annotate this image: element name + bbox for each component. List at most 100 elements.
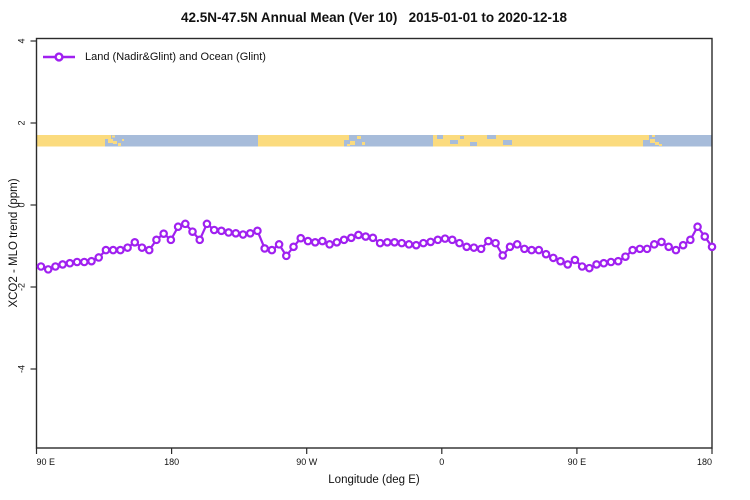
data-point [159, 229, 168, 239]
data-point [433, 235, 443, 245]
data-point [65, 258, 75, 268]
surface-band-segment-land [36, 135, 105, 147]
data-point [642, 244, 652, 254]
data-point [440, 234, 450, 243]
data-point [462, 242, 471, 252]
surface-band-blob [105, 135, 111, 139]
data-point [79, 257, 89, 267]
data-point [649, 240, 659, 249]
x-tick-label: 0 [439, 457, 444, 467]
data-point [332, 238, 342, 247]
data-point [375, 238, 385, 248]
surface-band-blob [437, 135, 443, 139]
data-point [202, 219, 212, 229]
surface-band-blob [460, 136, 464, 139]
data-point [289, 242, 298, 252]
data-point [527, 245, 536, 255]
data-point [296, 233, 306, 243]
data-point [123, 243, 132, 252]
data-point [130, 238, 140, 247]
surface-band-blob [650, 139, 655, 143]
data-point [339, 235, 349, 245]
data-point [686, 235, 695, 245]
x-axis-label: Longitude (deg E) [328, 474, 420, 486]
surface-band-blob [350, 141, 355, 145]
data-point [541, 249, 551, 259]
surface-band-segment-ocean [367, 135, 433, 147]
data-point [577, 262, 587, 271]
legend-label: Land (Nadir&Glint) and Ocean (Glint) [85, 51, 266, 63]
surface-band-blob [450, 140, 458, 144]
data-point [570, 255, 580, 265]
surface-band-segment-ocean [344, 135, 367, 147]
data-point [606, 257, 616, 267]
data-point [217, 226, 226, 236]
surface-band-blob [659, 144, 662, 146]
data-point [563, 260, 572, 269]
surface-band-blob [503, 140, 512, 145]
data-point [534, 245, 544, 255]
x-tick-label: 90 E [37, 457, 56, 467]
surface-band-segment-land [520, 135, 643, 147]
data-point [498, 251, 508, 260]
y-tick-label: -2 [17, 283, 27, 291]
data-point [36, 262, 46, 271]
data-point [43, 265, 53, 274]
data-point [368, 233, 378, 243]
data-point [671, 245, 681, 255]
data-point [51, 262, 60, 271]
data-point [72, 257, 82, 267]
page-title: 42.5N-47.5N Annual Mean (Ver 10) 2015-01… [181, 10, 567, 25]
data-point [383, 238, 392, 247]
data-point [693, 222, 702, 232]
data-point [267, 245, 277, 255]
data-point [282, 251, 291, 261]
data-point [484, 236, 493, 246]
x-tick-label: 90 W [296, 457, 318, 467]
data-point [87, 256, 96, 266]
data-point [520, 244, 529, 254]
legend-marker-icon [43, 52, 75, 62]
x-tick-label: 180 [164, 457, 179, 467]
data-point [231, 228, 241, 238]
data-point [426, 237, 435, 247]
surface-band-segment-land [258, 135, 344, 147]
surface-band-blob [643, 135, 649, 140]
data-point [101, 245, 111, 255]
surface-band-segment-ocean [128, 135, 258, 147]
y-tick-label: 4 [17, 38, 27, 43]
surface-band-blob [470, 142, 477, 146]
surface-band-blob [122, 139, 124, 141]
data-point [260, 244, 269, 253]
surface-band-segment-ocean [665, 135, 712, 147]
data-point [361, 232, 370, 241]
data-point [512, 240, 522, 249]
data-point [346, 233, 356, 243]
data-point [303, 236, 313, 246]
data-point [476, 244, 486, 254]
y-tick-label: -4 [17, 365, 27, 373]
data-point [664, 242, 674, 252]
data-point [137, 243, 147, 252]
surface-band-blob [344, 135, 349, 140]
data-point [390, 238, 399, 247]
data-point [318, 236, 327, 246]
data-point [325, 240, 334, 249]
surface-band-blob [655, 142, 659, 145]
data-point [613, 256, 623, 266]
surface-band-segment-ocean [105, 135, 128, 147]
data-point [310, 238, 320, 247]
data-point [411, 240, 421, 250]
data-point [592, 260, 601, 269]
surface-band-blob [113, 141, 117, 144]
surface-band-segment-land [433, 135, 520, 147]
data-point [166, 235, 176, 245]
data-point [469, 243, 479, 252]
data-point [173, 222, 183, 232]
data-point [621, 252, 630, 261]
data-point [397, 238, 407, 248]
data-point [491, 238, 500, 248]
data-point [635, 244, 645, 254]
y-tick-label: 2 [17, 120, 27, 125]
